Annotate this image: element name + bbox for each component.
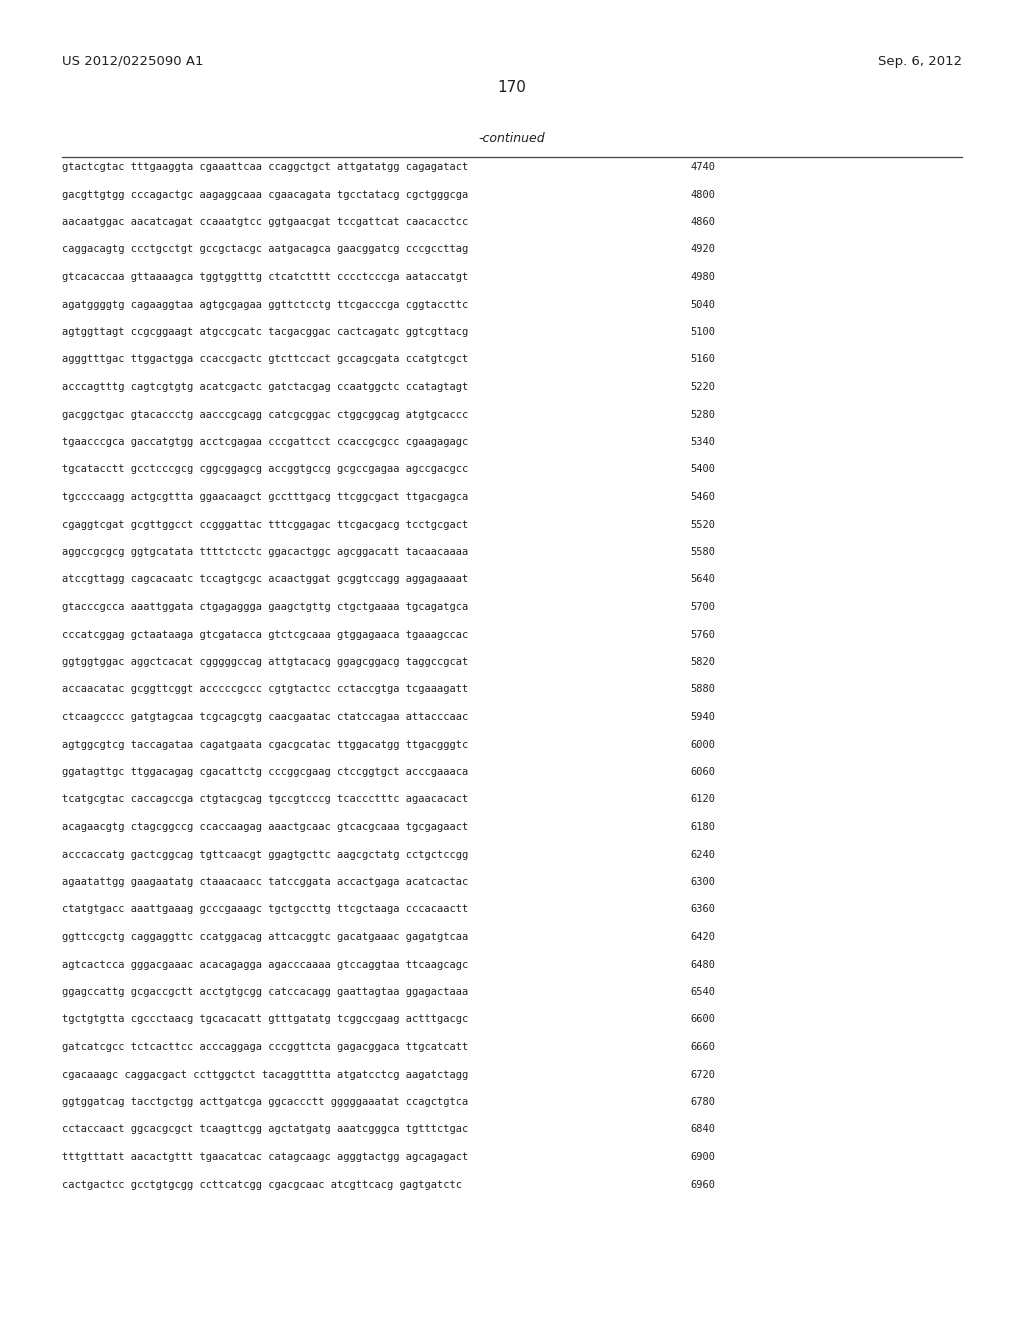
- Text: 4800: 4800: [690, 190, 715, 199]
- Text: 6060: 6060: [690, 767, 715, 777]
- Text: acagaacgtg ctagcggccg ccaccaagag aaactgcaac gtcacgcaaa tgcgagaact: acagaacgtg ctagcggccg ccaccaagag aaactgc…: [62, 822, 468, 832]
- Text: 6600: 6600: [690, 1015, 715, 1024]
- Text: 6660: 6660: [690, 1041, 715, 1052]
- Text: accaacatac gcggttcggt acccccgccc cgtgtactcc cctaccgtga tcgaaagatt: accaacatac gcggttcggt acccccgccc cgtgtac…: [62, 685, 468, 694]
- Text: ggatagttgc ttggacagag cgacattctg cccggcgaag ctccggtgct acccgaaaca: ggatagttgc ttggacagag cgacattctg cccggcg…: [62, 767, 468, 777]
- Text: 6240: 6240: [690, 850, 715, 859]
- Text: caggacagtg ccctgcctgt gccgctacgc aatgacagca gaacggatcg cccgccttag: caggacagtg ccctgcctgt gccgctacgc aatgaca…: [62, 244, 468, 255]
- Text: acccaccatg gactcggcag tgttcaacgt ggagtgcttc aagcgctatg cctgctccgg: acccaccatg gactcggcag tgttcaacgt ggagtgc…: [62, 850, 468, 859]
- Text: 6300: 6300: [690, 876, 715, 887]
- Text: ctcaagcccc gatgtagcaa tcgcagcgtg caacgaatac ctatccagaa attacccaac: ctcaagcccc gatgtagcaa tcgcagcgtg caacgaa…: [62, 711, 468, 722]
- Text: tgctgtgtta cgccctaacg tgcacacatt gtttgatatg tcggccgaag actttgacgc: tgctgtgtta cgccctaacg tgcacacatt gtttgat…: [62, 1015, 468, 1024]
- Text: tgaacccgca gaccatgtgg acctcgagaa cccgattcct ccaccgcgcc cgaagagagc: tgaacccgca gaccatgtgg acctcgagaa cccgatt…: [62, 437, 468, 447]
- Text: 6840: 6840: [690, 1125, 715, 1134]
- Text: US 2012/0225090 A1: US 2012/0225090 A1: [62, 55, 204, 69]
- Text: 6000: 6000: [690, 739, 715, 750]
- Text: ggtggatcag tacctgctgg acttgatcga ggcaccctt gggggaaatat ccagctgtca: ggtggatcag tacctgctgg acttgatcga ggcaccc…: [62, 1097, 468, 1107]
- Text: 5820: 5820: [690, 657, 715, 667]
- Text: 6480: 6480: [690, 960, 715, 969]
- Text: acccagtttg cagtcgtgtg acatcgactc gatctacgag ccaatggctc ccatagtagt: acccagtttg cagtcgtgtg acatcgactc gatctac…: [62, 381, 468, 392]
- Text: cccatcggag gctaataaga gtcgatacca gtctcgcaaa gtggagaaca tgaaagccac: cccatcggag gctaataaga gtcgatacca gtctcgc…: [62, 630, 468, 639]
- Text: 5640: 5640: [690, 574, 715, 585]
- Text: 5760: 5760: [690, 630, 715, 639]
- Text: 5340: 5340: [690, 437, 715, 447]
- Text: agtggcgtcg taccagataa cagatgaata cgacgcatac ttggacatgg ttgacgggtc: agtggcgtcg taccagataa cagatgaata cgacgca…: [62, 739, 468, 750]
- Text: Sep. 6, 2012: Sep. 6, 2012: [878, 55, 962, 69]
- Text: 5700: 5700: [690, 602, 715, 612]
- Text: 170: 170: [498, 81, 526, 95]
- Text: 5460: 5460: [690, 492, 715, 502]
- Text: 5580: 5580: [690, 546, 715, 557]
- Text: 5880: 5880: [690, 685, 715, 694]
- Text: agaatattgg gaagaatatg ctaaacaacc tatccggata accactgaga acatcactac: agaatattgg gaagaatatg ctaaacaacc tatccgg…: [62, 876, 468, 887]
- Text: 5280: 5280: [690, 409, 715, 420]
- Text: aacaatggac aacatcagat ccaaatgtcc ggtgaacgat tccgattcat caacacctcc: aacaatggac aacatcagat ccaaatgtcc ggtgaac…: [62, 216, 468, 227]
- Text: agatggggtg cagaaggtaa agtgcgagaa ggttctcctg ttcgacccga cggtaccttc: agatggggtg cagaaggtaa agtgcgagaa ggttctc…: [62, 300, 468, 309]
- Text: gtacccgcca aaattggata ctgagaggga gaagctgttg ctgctgaaaa tgcagatgca: gtacccgcca aaattggata ctgagaggga gaagctg…: [62, 602, 468, 612]
- Text: gacgttgtgg cccagactgc aagaggcaaa cgaacagata tgcctatacg cgctgggcga: gacgttgtgg cccagactgc aagaggcaaa cgaacag…: [62, 190, 468, 199]
- Text: 6780: 6780: [690, 1097, 715, 1107]
- Text: ggagccattg gcgaccgctt acctgtgcgg catccacagg gaattagtaa ggagactaaa: ggagccattg gcgaccgctt acctgtgcgg catccac…: [62, 987, 468, 997]
- Text: 4860: 4860: [690, 216, 715, 227]
- Text: 6960: 6960: [690, 1180, 715, 1189]
- Text: cgacaaagc caggacgact ccttggctct tacaggtttta atgatcctcg aagatctagg: cgacaaagc caggacgact ccttggctct tacaggtt…: [62, 1069, 468, 1080]
- Text: gtactcgtac tttgaaggta cgaaattcaa ccaggctgct attgatatgg cagagatact: gtactcgtac tttgaaggta cgaaattcaa ccaggct…: [62, 162, 468, 172]
- Text: 5040: 5040: [690, 300, 715, 309]
- Text: 4740: 4740: [690, 162, 715, 172]
- Text: tttgtttatt aacactgttt tgaacatcac catagcaagc agggtactgg agcagagact: tttgtttatt aacactgttt tgaacatcac catagca…: [62, 1152, 468, 1162]
- Text: agtggttagt ccgcggaagt atgccgcatc tacgacggac cactcagatc ggtcgttacg: agtggttagt ccgcggaagt atgccgcatc tacgacg…: [62, 327, 468, 337]
- Text: 6420: 6420: [690, 932, 715, 942]
- Text: 6360: 6360: [690, 904, 715, 915]
- Text: tgcatacctt gcctcccgcg cggcggagcg accggtgccg gcgccgagaa agccgacgcc: tgcatacctt gcctcccgcg cggcggagcg accggtg…: [62, 465, 468, 474]
- Text: cgaggtcgat gcgttggcct ccgggattac tttcggagac ttcgacgacg tcctgcgact: cgaggtcgat gcgttggcct ccgggattac tttcgga…: [62, 520, 468, 529]
- Text: 5220: 5220: [690, 381, 715, 392]
- Text: 5160: 5160: [690, 355, 715, 364]
- Text: agggtttgac ttggactgga ccaccgactc gtcttccact gccagcgata ccatgtcgct: agggtttgac ttggactgga ccaccgactc gtcttcc…: [62, 355, 468, 364]
- Text: 5100: 5100: [690, 327, 715, 337]
- Text: 5400: 5400: [690, 465, 715, 474]
- Text: 6720: 6720: [690, 1069, 715, 1080]
- Text: 5520: 5520: [690, 520, 715, 529]
- Text: tgccccaagg actgcgttta ggaacaagct gcctttgacg ttcggcgact ttgacgagca: tgccccaagg actgcgttta ggaacaagct gcctttg…: [62, 492, 468, 502]
- Text: aggccgcgcg ggtgcatata ttttctcctc ggacactggc agcggacatt tacaacaaaa: aggccgcgcg ggtgcatata ttttctcctc ggacact…: [62, 546, 468, 557]
- Text: ctatgtgacc aaattgaaag gcccgaaagc tgctgccttg ttcgctaaga cccacaactt: ctatgtgacc aaattgaaag gcccgaaagc tgctgcc…: [62, 904, 468, 915]
- Text: cactgactcc gcctgtgcgg ccttcatcgg cgacgcaac atcgttcacg gagtgatctc: cactgactcc gcctgtgcgg ccttcatcgg cgacgca…: [62, 1180, 462, 1189]
- Text: gtcacaccaa gttaaaagca tggtggtttg ctcatctttt cccctcccga aataccatgt: gtcacaccaa gttaaaagca tggtggtttg ctcatct…: [62, 272, 468, 282]
- Text: agtcactcca gggacgaaac acacagagga agacccaaaa gtccaggtaa ttcaagcagc: agtcactcca gggacgaaac acacagagga agaccca…: [62, 960, 468, 969]
- Text: 4980: 4980: [690, 272, 715, 282]
- Text: ggtggtggac aggctcacat cgggggccag attgtacacg ggagcggacg taggccgcat: ggtggtggac aggctcacat cgggggccag attgtac…: [62, 657, 468, 667]
- Text: 4920: 4920: [690, 244, 715, 255]
- Text: gatcatcgcc tctcacttcc acccaggaga cccggttcta gagacggaca ttgcatcatt: gatcatcgcc tctcacttcc acccaggaga cccggtt…: [62, 1041, 468, 1052]
- Text: 5940: 5940: [690, 711, 715, 722]
- Text: 6900: 6900: [690, 1152, 715, 1162]
- Text: tcatgcgtac caccagccga ctgtacgcag tgccgtcccg tcaccctttc agaacacact: tcatgcgtac caccagccga ctgtacgcag tgccgtc…: [62, 795, 468, 804]
- Text: ggttccgctg caggaggttc ccatggacag attcacggtc gacatgaaac gagatgtcaa: ggttccgctg caggaggttc ccatggacag attcacg…: [62, 932, 468, 942]
- Text: 6180: 6180: [690, 822, 715, 832]
- Text: gacggctgac gtacaccctg aacccgcagg catcgcggac ctggcggcag atgtgcaccc: gacggctgac gtacaccctg aacccgcagg catcgcg…: [62, 409, 468, 420]
- Text: atccgttagg cagcacaatc tccagtgcgc acaactggat gcggtccagg aggagaaaat: atccgttagg cagcacaatc tccagtgcgc acaactg…: [62, 574, 468, 585]
- Text: 6120: 6120: [690, 795, 715, 804]
- Text: cctaccaact ggcacgcgct tcaagttcgg agctatgatg aaatcgggca tgtttctgac: cctaccaact ggcacgcgct tcaagttcgg agctatg…: [62, 1125, 468, 1134]
- Text: -continued: -continued: [478, 132, 546, 145]
- Text: 6540: 6540: [690, 987, 715, 997]
